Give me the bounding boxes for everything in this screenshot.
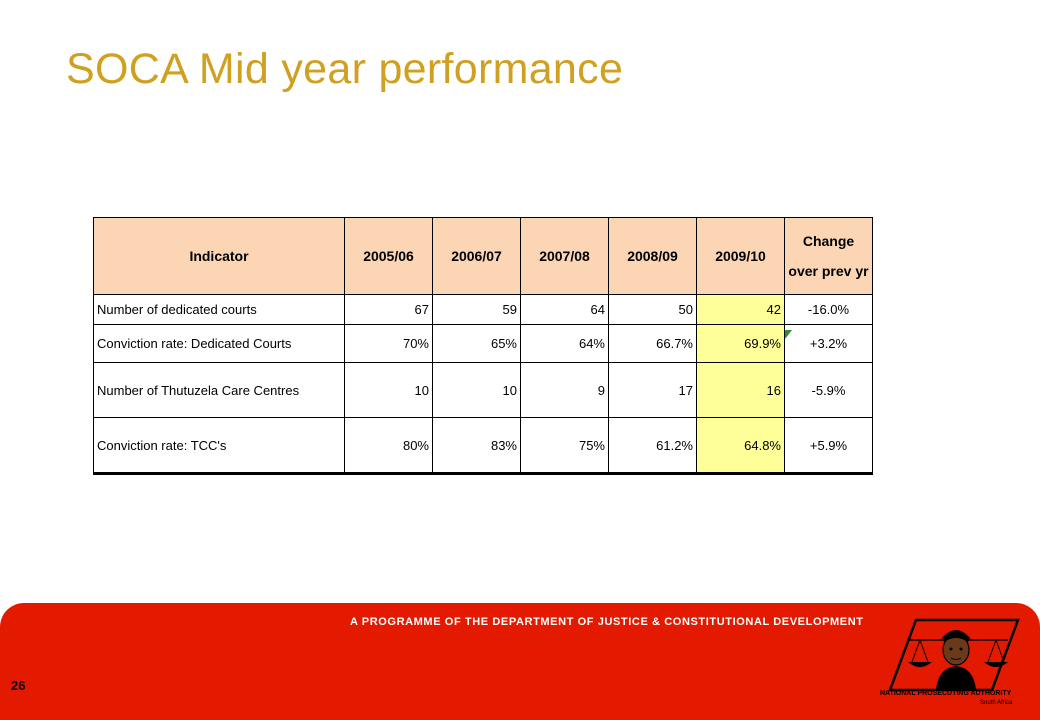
footer-band [0, 603, 1040, 720]
cell-change: -16.0% [784, 294, 873, 325]
header-2007-08: 2007/08 [520, 217, 609, 295]
cell-2007-08: 64 [520, 294, 609, 325]
cell-2009-10: 69.9% [696, 324, 785, 363]
table-row: Number of dedicated courts 67 59 64 50 4… [93, 294, 873, 325]
header-2008-09: 2008/09 [608, 217, 697, 295]
cell-2005-06: 10 [344, 362, 433, 418]
performance-table: Indicator 2005/06 2006/07 2007/08 2008/0… [93, 217, 873, 475]
logo-country: South Africa [980, 700, 1013, 706]
cell-2009-10: 16 [696, 362, 785, 418]
cell-2009-10: 64.8% [696, 417, 785, 475]
cell-2008-09: 50 [608, 294, 697, 325]
slide-title: SOCA Mid year performance [66, 45, 624, 93]
table-row: Number of Thutuzela Care Centres 10 10 9… [93, 362, 873, 418]
cell-change: +3.2% [784, 324, 873, 363]
header-change-over-prev-yr: Change over prev yr [784, 217, 873, 295]
cell-indicator: Number of dedicated courts [93, 294, 345, 325]
table-row: Conviction rate: Dedicated Courts 70% 65… [93, 324, 873, 363]
cell-2006-07: 59 [432, 294, 521, 325]
cell-2007-08: 75% [520, 417, 609, 475]
header-2009-10: 2009/10 [696, 217, 785, 295]
cell-2008-09: 66.7% [608, 324, 697, 363]
cell-2006-07: 10 [432, 362, 521, 418]
header-2006-07: 2006/07 [432, 217, 521, 295]
cell-2008-09: 17 [608, 362, 697, 418]
cell-2007-08: 64% [520, 324, 609, 363]
cell-comment-marker-icon [785, 330, 792, 339]
cell-indicator: Number of Thutuzela Care Centres [93, 362, 345, 418]
page-number: 26 [11, 678, 26, 693]
cell-2009-10: 42 [696, 294, 785, 325]
cell-2005-06: 80% [344, 417, 433, 475]
footer-text: A PROGRAMME OF THE DEPARTMENT OF JUSTICE… [350, 616, 864, 628]
logo-name: NATIONAL PROSECUTING AUTHORITY [880, 690, 1012, 697]
cell-change: -5.9% [784, 362, 873, 418]
cell-indicator: Conviction rate: Dedicated Courts [93, 324, 345, 363]
header-2005-06: 2005/06 [344, 217, 433, 295]
cell-2006-07: 83% [432, 417, 521, 475]
cell-2008-09: 61.2% [608, 417, 697, 475]
cell-indicator: Conviction rate: TCC's [93, 417, 345, 475]
table-row: Conviction rate: TCC's 80% 83% 75% 61.2%… [93, 417, 873, 475]
header-indicator: Indicator [93, 217, 345, 295]
cell-2005-06: 67 [344, 294, 433, 325]
cell-change: +5.9% [784, 417, 873, 475]
npa-logo-icon [868, 612, 1028, 718]
cell-2005-06: 70% [344, 324, 433, 363]
cell-2007-08: 9 [520, 362, 609, 418]
table-header-row: Indicator 2005/06 2006/07 2007/08 2008/0… [93, 217, 873, 295]
cell-2006-07: 65% [432, 324, 521, 363]
